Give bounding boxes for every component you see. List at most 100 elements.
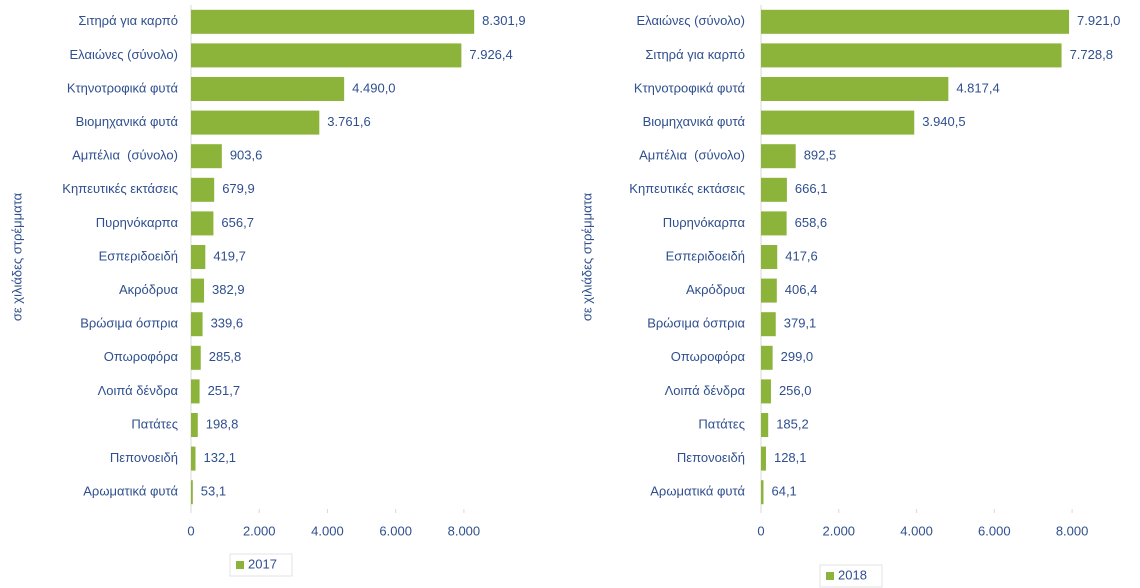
category-label: Βιομηχανικά φυτά [643,114,746,129]
x-tick-label: 2.000 [823,523,856,538]
value-label: 892,5 [804,148,837,163]
bar [191,278,205,303]
bar [191,43,462,68]
category-label: Κτηνοτροφικά φυτά [634,80,746,95]
value-label: 3.940,5 [922,114,965,129]
value-label: 198,8 [206,416,239,431]
x-tick-label: 2.000 [243,523,276,538]
x-tick-label: 6.000 [379,523,412,538]
bar [191,345,201,370]
value-label: 7.921,0 [1077,13,1120,28]
category-label: Εσπεριδοειδή [99,248,178,263]
category-label: Αρωματικά φυτά [650,484,745,499]
category-label: Ακρόδρυα [119,282,179,297]
bar [761,413,769,437]
bar [761,211,787,236]
x-tick-label: 0 [757,523,764,538]
value-label: 658,6 [795,215,828,230]
value-label: 53,1 [201,484,226,499]
value-label: 132,1 [204,450,237,465]
bar [761,312,776,337]
value-label: 7.728,8 [1070,47,1113,62]
value-label: 128,1 [774,450,807,465]
value-label: 417,6 [785,248,818,263]
value-label: 903,6 [230,148,263,163]
bar [761,345,773,370]
bar [191,245,206,269]
value-label: 3.761,6 [327,114,370,129]
category-label: Πατάτες [698,416,745,431]
bar [191,446,196,471]
bar [761,177,787,202]
category-label: Αμπέλια (σύνολο) [639,148,745,163]
bar [761,278,777,303]
bar [761,379,771,404]
bar [191,379,200,404]
value-label: 666,1 [795,181,828,196]
bar [761,9,1070,34]
value-label: 656,7 [221,215,254,230]
value-label: 419,7 [213,248,246,263]
value-label: 382,9 [212,282,245,297]
category-label: Αμπέλια (σύνολο) [72,148,178,163]
x-tick-label: 4.000 [311,523,344,538]
category-label: Σιτηρά για καρπό [78,13,178,28]
category-label: Κτηνοτροφικά φυτά [67,80,179,95]
value-label: 64,1 [771,484,796,499]
category-label: Πατάτες [131,416,178,431]
bar [191,177,215,202]
x-tick-label: 8.000 [448,523,481,538]
value-label: 8.301,9 [482,13,525,28]
legend-swatch [236,561,244,569]
category-label: Βρώσιμα όσπρια [647,316,745,331]
bar [761,446,766,471]
x-tick-label: 4.000 [900,523,933,538]
category-label: Πεπονοειδή [110,450,178,465]
value-label: 7.926,4 [469,47,512,62]
category-label: Ελαιώνες (σύνολο) [636,13,745,28]
category-label: Πεπονοειδή [677,450,745,465]
legend-label: 2017 [248,556,277,571]
category-label: Ελαιώνες (σύνολο) [69,47,178,62]
category-label: Ακρόδρυα [686,282,746,297]
category-label: Οπωροφόρα [104,349,179,364]
x-tick-label: 6.000 [978,523,1011,538]
bar [191,9,475,34]
legend-label: 2018 [838,567,867,582]
x-tick-label: 0 [187,523,194,538]
value-label: 256,0 [779,383,812,398]
y-axis-title: σε χιλιάδες στρέμματα [9,192,24,321]
bar [191,77,345,101]
bar [191,480,193,505]
category-label: Λοιπά δένδρα [98,383,179,398]
bar [191,312,203,337]
bar [191,110,320,135]
value-label: 299,0 [781,349,814,364]
value-label: 379,1 [784,316,817,331]
category-label: Κηπευτικές εκτάσεις [62,181,178,196]
bar [761,43,1062,68]
legend-box [229,553,293,577]
value-label: 679,9 [222,181,255,196]
x-tick-label: 8.000 [1056,523,1089,538]
value-label: 406,4 [785,282,818,297]
value-label: 4.490,0 [352,80,395,95]
category-label: Αρωματικά φυτά [83,484,178,499]
value-label: 285,8 [209,349,242,364]
bar [191,413,198,437]
category-label: Πυρηνόκαρπα [663,215,746,230]
category-label: Βιομηχανικά φυτά [76,114,179,129]
category-label: Οπωροφόρα [671,349,746,364]
value-label: 185,2 [776,416,809,431]
legend-swatch [826,572,834,580]
category-label: Εσπεριδοειδή [666,248,745,263]
value-label: 339,6 [211,316,244,331]
bar [761,110,915,135]
bar [761,480,764,505]
bar [191,211,214,236]
legend-box [819,564,883,588]
value-label: 251,7 [208,383,241,398]
y-axis-title: σε χιλιάδες στρέμματα [579,192,594,321]
bar [761,245,778,269]
